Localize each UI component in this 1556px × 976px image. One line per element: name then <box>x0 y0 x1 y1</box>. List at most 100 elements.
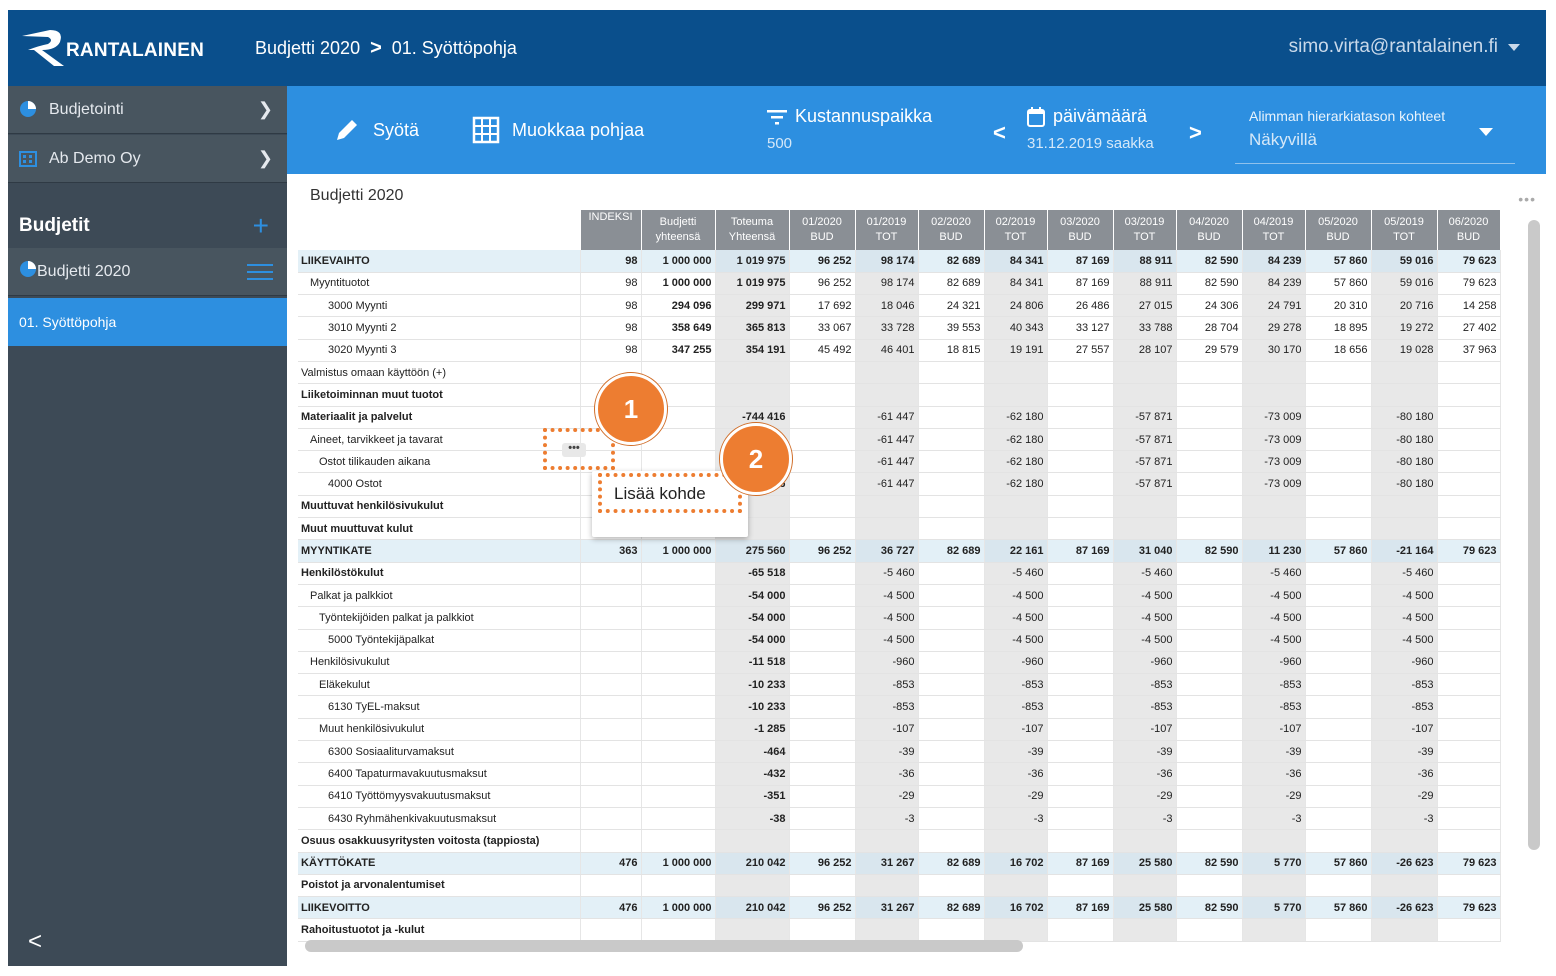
table-cell[interactable] <box>1047 651 1114 675</box>
table-cell[interactable]: 31 040 <box>1113 539 1177 563</box>
table-cell[interactable]: 82 590 <box>1176 250 1243 273</box>
table-cell[interactable]: 16 702 <box>984 852 1048 875</box>
table-cell[interactable] <box>1047 495 1114 519</box>
table-cell[interactable] <box>1305 874 1372 898</box>
collapse-sidebar-icon[interactable]: < <box>28 928 43 955</box>
table-cell[interactable] <box>1437 874 1501 898</box>
table-cell[interactable] <box>1437 495 1501 519</box>
table-cell[interactable] <box>918 361 985 385</box>
table-cell[interactable]: 29 278 <box>1242 316 1306 340</box>
table-cell[interactable]: -5 460 <box>1242 562 1306 585</box>
table-cell[interactable] <box>984 361 1048 385</box>
table-cell[interactable] <box>1047 406 1114 429</box>
table-cell[interactable] <box>1047 584 1114 608</box>
table-cell[interactable] <box>1176 673 1243 697</box>
table-cell[interactable]: 79 623 <box>1437 539 1501 563</box>
table-row[interactable]: 6430 Ryhmähenkivakuutusmaksut -38 -3 -3 -3 -3… <box>298 807 1501 831</box>
table-cell[interactable] <box>855 383 919 407</box>
table-cell[interactable]: -29 <box>1242 785 1306 808</box>
table-cell[interactable]: 354 191 <box>715 339 790 362</box>
table-cell[interactable]: -351 <box>715 785 790 808</box>
table-cell[interactable]: 210 042 <box>715 852 790 875</box>
table-cell[interactable] <box>1305 740 1372 764</box>
table-cell[interactable] <box>789 718 856 742</box>
table-cell[interactable]: -26 623 <box>1371 852 1438 875</box>
table-row[interactable]: Muut muuttuvat kulut <box>298 517 1501 541</box>
table-cell[interactable] <box>1305 629 1372 652</box>
table-cell[interactable] <box>1437 517 1501 541</box>
table-cell[interactable]: -853 <box>1242 695 1306 719</box>
table-cell[interactable]: -960 <box>1371 651 1438 675</box>
table-cell[interactable]: 358 649 <box>641 316 716 340</box>
table-cell[interactable] <box>789 762 856 786</box>
table-row[interactable]: 3010 Myynti 2 98 358 649 365 813 33 067 33 72… <box>298 316 1501 340</box>
table-cell[interactable]: -36 <box>1242 762 1306 786</box>
table-cell[interactable] <box>789 740 856 764</box>
table-cell[interactable]: -464 <box>715 740 790 764</box>
table-cell[interactable] <box>918 651 985 675</box>
table-cell[interactable]: 82 689 <box>918 896 985 920</box>
table-cell[interactable]: -4 500 <box>1242 606 1306 630</box>
table-cell[interactable] <box>1176 584 1243 608</box>
table-cell[interactable]: -960 <box>855 651 919 675</box>
table-cell[interactable] <box>789 695 856 719</box>
table-cell[interactable]: -36 <box>855 762 919 786</box>
hamburger-menu-icon[interactable] <box>247 264 273 285</box>
sidebar-item-syottopohja[interactable]: 01. Syöttöpohja <box>8 298 287 346</box>
table-cell[interactable] <box>1047 472 1114 496</box>
table-cell[interactable]: -1 285 <box>715 718 790 742</box>
table-cell[interactable]: -80 180 <box>1371 472 1438 496</box>
table-cell[interactable]: -853 <box>984 695 1048 719</box>
table-cell[interactable] <box>1047 807 1114 831</box>
table-cell[interactable] <box>918 428 985 452</box>
table-cell[interactable] <box>1113 874 1177 898</box>
table-cell[interactable]: 22 161 <box>984 539 1048 563</box>
table-cell[interactable]: 39 553 <box>918 316 985 340</box>
table-cell[interactable] <box>1371 495 1438 519</box>
table-cell[interactable]: -21 164 <box>1371 539 1438 563</box>
table-row[interactable]: Myyntituotot 98 1 000 000 1 019 975 96 252 98… <box>298 272 1501 296</box>
table-cell[interactable]: 25 580 <box>1113 896 1177 920</box>
column-header[interactable]: Budjetti yhteensä <box>641 210 716 250</box>
table-cell[interactable]: 1 000 000 <box>641 852 716 875</box>
table-cell[interactable] <box>641 740 716 764</box>
add-item-menu-item[interactable]: Lisää kohde <box>614 484 706 503</box>
table-cell[interactable] <box>918 918 985 942</box>
table-cell[interactable] <box>1305 584 1372 608</box>
table-row[interactable]: 6400 Tapaturmavakuutusmaksut -432 -36 -36 -3… <box>298 762 1501 786</box>
table-cell[interactable]: -960 <box>1242 651 1306 675</box>
sidebar-item-budjetointi[interactable]: Budjetointi ❯ <box>8 86 287 134</box>
table-cell[interactable]: 87 169 <box>1047 250 1114 273</box>
table-cell[interactable] <box>1437 651 1501 675</box>
table-cell[interactable]: 1 000 000 <box>641 250 716 273</box>
table-row[interactable]: Aineet, tarvikkeet ja tavarat -61 447 -62 … <box>298 428 1501 452</box>
table-cell[interactable] <box>1047 606 1114 630</box>
table-cell[interactable]: -36 <box>1371 762 1438 786</box>
table-cell[interactable] <box>641 785 716 808</box>
table-cell[interactable]: -65 518 <box>715 562 790 585</box>
column-header[interactable]: 01/2019 TOT <box>855 210 919 250</box>
table-cell[interactable] <box>789 918 856 942</box>
table-cell[interactable] <box>715 918 790 942</box>
table-cell[interactable] <box>1176 383 1243 407</box>
table-cell[interactable] <box>1305 673 1372 697</box>
column-header[interactable]: INDEKSI <box>580 210 642 250</box>
table-cell[interactable]: -107 <box>1371 718 1438 742</box>
table-row[interactable]: Osuus osakkuusyritysten voitosta (tappio… <box>298 829 1501 853</box>
table-cell[interactable]: -3 <box>1113 807 1177 831</box>
table-cell[interactable]: 30 170 <box>1242 339 1306 362</box>
table-cell[interactable] <box>984 874 1048 898</box>
vertical-scrollbar[interactable] <box>1528 220 1540 850</box>
table-cell[interactable]: 347 255 <box>641 339 716 362</box>
table-cell[interactable]: -853 <box>855 673 919 697</box>
table-cell[interactable]: -4 500 <box>855 606 919 630</box>
table-cell[interactable] <box>1176 740 1243 764</box>
table-cell[interactable] <box>789 495 856 519</box>
table-cell[interactable]: -4 500 <box>1113 606 1177 630</box>
table-row[interactable]: LIIKEVOITTO 476 1 000 000 210 042 96 252 31 2… <box>298 896 1501 920</box>
table-cell[interactable] <box>1176 874 1243 898</box>
column-header[interactable]: 02/2019 TOT <box>984 210 1048 250</box>
table-cell[interactable]: 96 252 <box>789 272 856 296</box>
table-cell[interactable]: 18 815 <box>918 339 985 362</box>
table-cell[interactable] <box>918 740 985 764</box>
